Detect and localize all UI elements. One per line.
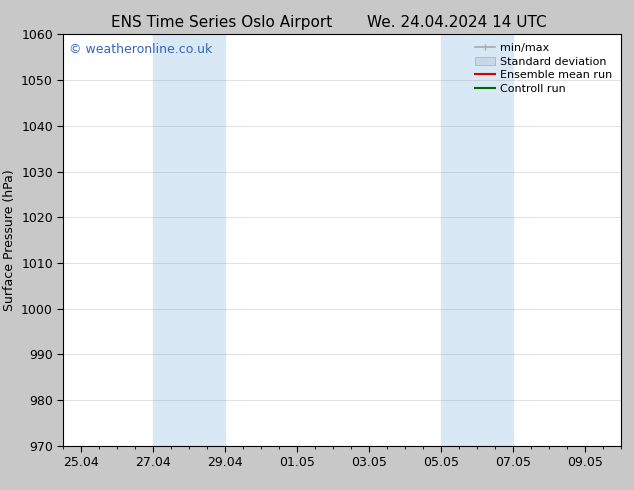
Text: ENS Time Series Oslo Airport: ENS Time Series Oslo Airport (112, 15, 332, 30)
Bar (153, 34, 225, 446)
Bar (441, 34, 514, 446)
Legend: min/max, Standard deviation, Ensemble mean run, Controll run: min/max, Standard deviation, Ensemble me… (471, 40, 616, 97)
Text: © weatheronline.co.uk: © weatheronline.co.uk (69, 43, 212, 55)
Y-axis label: Surface Pressure (hPa): Surface Pressure (hPa) (3, 169, 16, 311)
Text: We. 24.04.2024 14 UTC: We. 24.04.2024 14 UTC (366, 15, 547, 30)
